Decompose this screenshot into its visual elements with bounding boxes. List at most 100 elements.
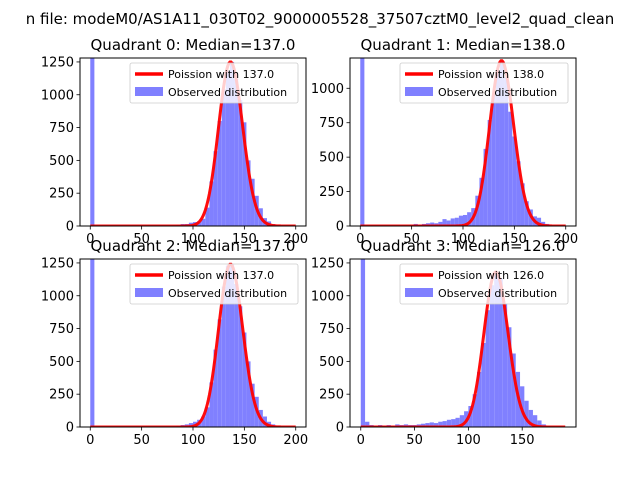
histogram-bar: [512, 136, 517, 226]
histogram-bar: [463, 214, 468, 226]
histogram-bar: [524, 201, 529, 226]
histogram-bar: [433, 423, 439, 427]
x-tick-label: 50: [403, 232, 420, 247]
histogram-bar: [188, 423, 193, 427]
histogram-bar: [217, 319, 222, 427]
legend-label-observed: Observed distribution: [168, 86, 287, 99]
histogram-bar: [201, 218, 206, 226]
plot-content: [90, 58, 296, 226]
x-tick-label: 150: [510, 433, 535, 448]
histogram-bar: [242, 122, 247, 226]
legend-bar-swatch: [405, 288, 433, 297]
quadrant-0-chart: 0 50 100 150 200 0 250 500 750 1000 1250 Quadrant 0…: [41, 36, 308, 247]
y-tick-label: 0: [336, 421, 344, 436]
y-tick-label: 0: [66, 421, 74, 436]
histogram-bar: [472, 394, 477, 427]
histogram-bar: [365, 421, 370, 427]
x-tick-label: 0: [356, 232, 364, 247]
x-tick-label: 100: [456, 433, 481, 448]
histogram-bar: [205, 407, 210, 427]
histogram-bar: [250, 383, 255, 427]
legend-label-observed: Observed distribution: [168, 287, 287, 300]
poisson-fit-line: [90, 60, 296, 226]
histogram-bar: [532, 415, 538, 427]
y-tick-label: 1000: [41, 88, 74, 103]
histogram-bar: [225, 71, 230, 226]
histogram-bar: [485, 310, 490, 427]
histogram-bar: [360, 259, 366, 427]
histogram-bar: [229, 264, 235, 427]
legend-label-poisson: Poission with 138.0: [438, 68, 544, 81]
poisson-fit-line: [360, 270, 566, 427]
x-tick-label: 0: [357, 433, 365, 448]
y-tick-label: 750: [319, 322, 344, 337]
y-tick-label: 250: [49, 388, 74, 403]
legend-box: [129, 62, 299, 104]
histogram-bar: [442, 219, 447, 226]
histogram-bar: [421, 423, 426, 427]
y-tick-label: 750: [49, 322, 74, 337]
x-tick-label: 150: [502, 232, 527, 247]
y-tick-label: 1000: [41, 289, 74, 304]
plot-content: [360, 259, 566, 427]
histogram-bar: [242, 332, 247, 427]
histogram-bar: [494, 272, 499, 427]
quadrant-1-chart: 0 50 100 150 200 0 250 500 750 1000 Quadrant 1: Me…: [311, 36, 578, 247]
poisson-fit-line: [90, 262, 296, 427]
histogram-bar: [360, 58, 365, 226]
histogram-bar: [450, 218, 455, 226]
x-tick-label: 0: [86, 433, 94, 448]
histogram-bar: [458, 215, 463, 226]
x-tick-label: 200: [553, 232, 578, 247]
histogram-bar: [451, 419, 456, 427]
histogram-bar: [446, 419, 452, 427]
x-tick-label: 50: [406, 433, 423, 448]
histogram-bar: [213, 151, 218, 226]
legend-label-poisson: Poission with 126.0: [438, 269, 544, 282]
histogram-bar: [209, 382, 214, 427]
histogram-bar: [238, 306, 243, 427]
histogram-bar: [229, 61, 235, 226]
histogram-bar: [429, 422, 434, 427]
chart-legend: Poission with 126.0 Observed distribution: [399, 263, 569, 305]
chart-legend: Poission with 137.0 Observed distribution: [129, 62, 299, 104]
histogram-bar: [489, 285, 495, 427]
histogram-bar: [221, 89, 226, 226]
histogram-bar: [537, 420, 542, 427]
y-tick-label: 500: [49, 355, 74, 370]
legend-label-observed: Observed distribution: [438, 86, 557, 99]
histogram-bar: [487, 119, 492, 226]
histogram-bar: [446, 220, 451, 226]
histogram-bar: [507, 327, 512, 427]
legend-label-observed: Observed distribution: [438, 287, 557, 300]
histogram-bar: [213, 349, 218, 427]
histogram-bar: [430, 222, 435, 226]
x-tick-label: 200: [283, 232, 308, 247]
chart-legend: Poission with 138.0 Observed distribution: [399, 62, 569, 104]
legend-box: [399, 62, 569, 104]
chart-legend: Poission with 137.0 Observed distribution: [129, 263, 299, 305]
y-tick-label: 1250: [41, 55, 74, 70]
histogram-bar: [90, 58, 95, 226]
poisson-fit-line: [360, 59, 566, 226]
histogram-bar: [536, 217, 542, 226]
legend-label-poisson: Poission with 137.0: [168, 269, 274, 282]
y-tick-label: 0: [66, 220, 74, 235]
histogram-bar: [468, 406, 473, 427]
histogram-bar: [205, 207, 210, 226]
histogram-bar: [528, 409, 533, 427]
histogram-bar: [217, 121, 222, 226]
x-tick-label: 100: [181, 433, 206, 448]
y-tick-label: 0: [336, 220, 344, 235]
figure-suptitle: n file: modeM0/AS1A11_030T02_9000005528_…: [26, 10, 615, 29]
histogram-bar: [524, 400, 529, 427]
y-tick-label: 750: [49, 121, 74, 136]
y-tick-label: 500: [49, 154, 74, 169]
legend-bar-swatch: [135, 288, 163, 297]
axes-frame: [349, 258, 577, 428]
histogram-bar: [234, 283, 239, 427]
chart-title: Quadrant 2: Median=137.0: [91, 237, 296, 255]
histogram-bar: [491, 95, 496, 226]
histogram-bar: [209, 181, 214, 226]
